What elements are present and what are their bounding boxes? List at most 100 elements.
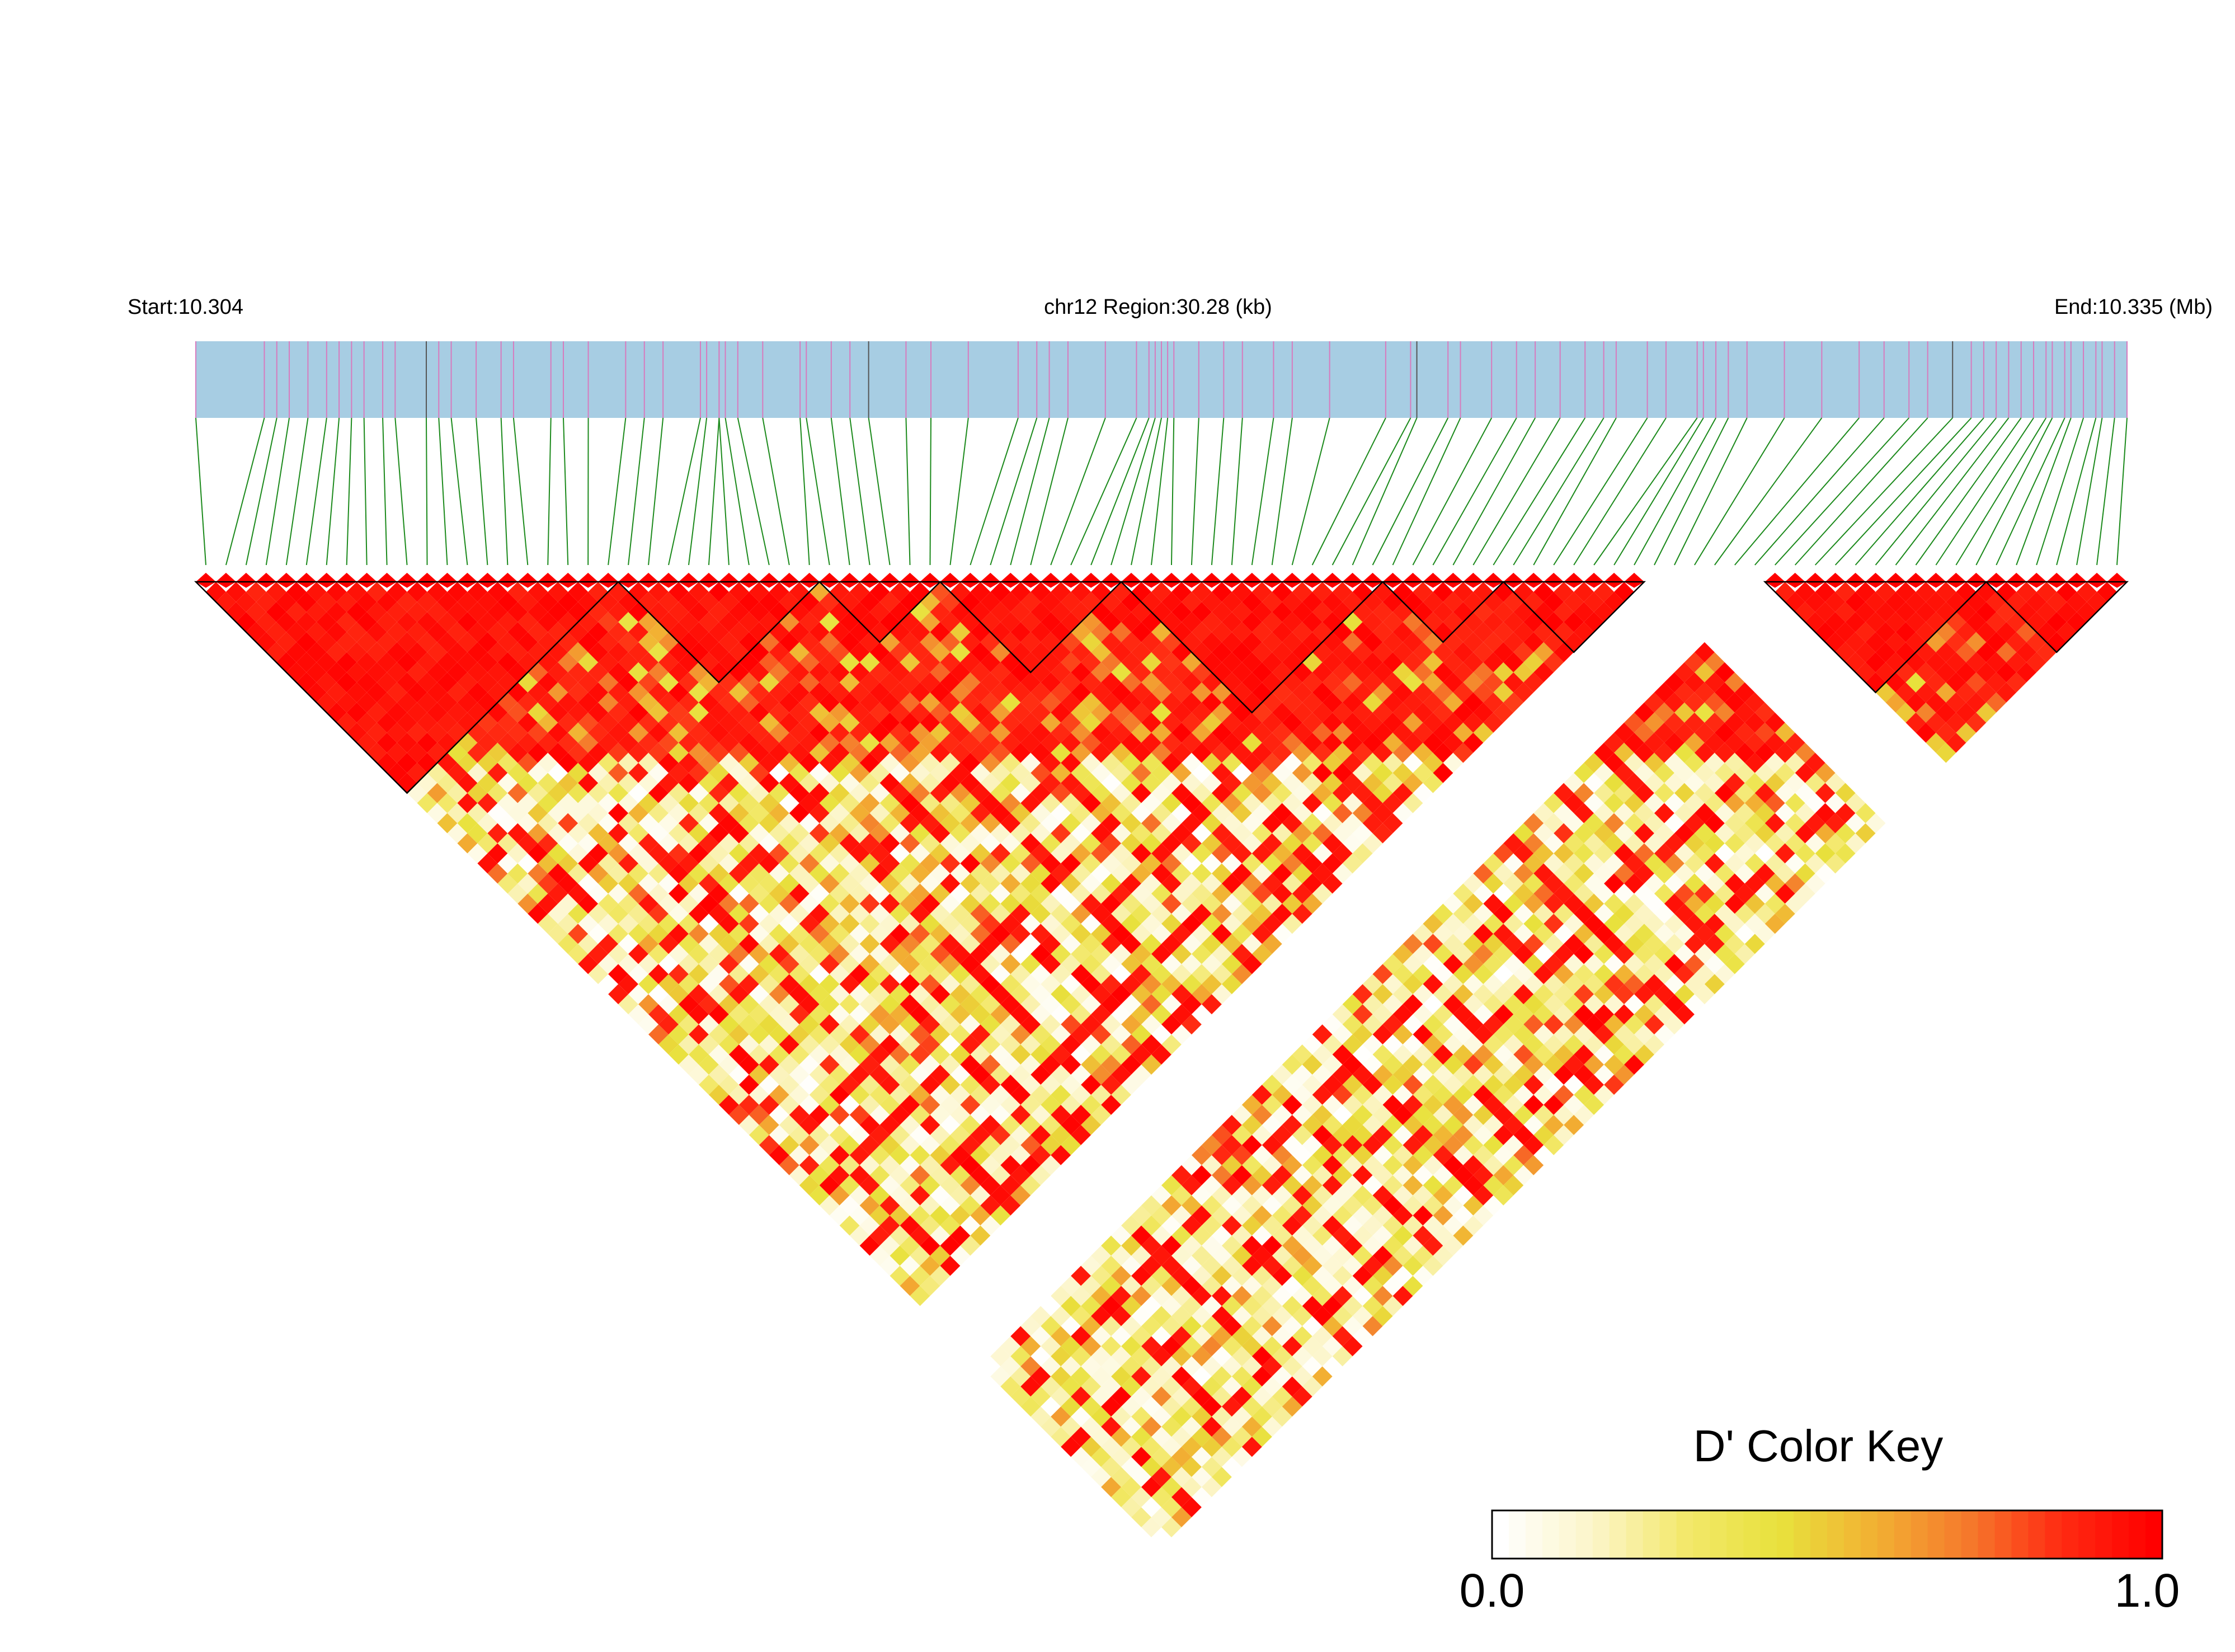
ld-cell <box>1091 1265 1112 1286</box>
ld-cell <box>1231 763 1252 783</box>
ld-cell <box>688 843 709 864</box>
ld-cell <box>849 883 870 904</box>
ld-cell <box>658 732 679 753</box>
ld-cell <box>1081 1376 1102 1397</box>
ld-cell <box>1292 1265 1312 1286</box>
ld-cell <box>940 1074 961 1095</box>
ld-cell <box>1272 1326 1292 1347</box>
ld-cell <box>1564 1114 1584 1135</box>
ld-cell <box>487 803 508 823</box>
ld-cell <box>1241 1296 1262 1316</box>
ld-cell <box>2087 591 2107 612</box>
ld-cell <box>849 823 870 844</box>
ld-cell <box>1020 873 1041 894</box>
ld-cell <box>1714 964 1735 985</box>
ld-cell <box>708 722 729 743</box>
ld-cell <box>1654 883 1674 904</box>
ld-cell <box>638 732 659 753</box>
ld-cell <box>336 591 357 612</box>
ld-cell <box>1372 1306 1393 1326</box>
ld-cell <box>1231 582 1252 602</box>
ld-cell <box>1151 1527 1171 1547</box>
snp-marker <box>1221 572 1242 588</box>
ld-cell <box>688 722 709 743</box>
haplotype-block <box>1502 581 1646 653</box>
ld-cell <box>306 582 327 602</box>
color-key-segment <box>1877 1510 1895 1559</box>
ld-cell <box>598 914 619 934</box>
ld-cell <box>1221 974 1242 995</box>
ld-cell <box>809 903 830 924</box>
ld-cell <box>1081 813 1102 834</box>
ld-cell <box>377 692 397 713</box>
ld-cell <box>809 702 830 723</box>
ld-cell <box>809 682 830 703</box>
ld-cell <box>1362 1034 1383 1055</box>
ld-cell <box>900 1215 920 1236</box>
ld-cell <box>849 783 870 803</box>
ld-cell <box>839 813 860 834</box>
ld-cell <box>467 601 488 622</box>
ld-cell <box>1594 763 1615 783</box>
ld-cell <box>669 1044 689 1065</box>
snp-connector <box>1593 417 1698 566</box>
ld-cell <box>638 813 659 834</box>
ld-cell <box>1352 1124 1373 1145</box>
ld-cell <box>759 773 779 793</box>
ld-cell <box>1654 803 1674 823</box>
ld-cell <box>1000 1356 1021 1377</box>
ld-cell <box>1332 702 1353 723</box>
ld-cell <box>1231 1427 1252 1447</box>
ld-cell <box>397 732 417 753</box>
ld-cell <box>387 642 407 662</box>
ld-cell <box>1322 1155 1343 1175</box>
ld-cell <box>417 672 437 693</box>
ld-cell <box>346 601 367 622</box>
ld-cell <box>809 924 830 944</box>
ld-cell <box>1312 601 1333 622</box>
ld-cell <box>1181 1255 1202 1276</box>
ld-cell <box>688 763 709 783</box>
ld-cell <box>759 672 779 693</box>
ld-cell <box>1051 742 1071 763</box>
ld-cell <box>779 672 799 693</box>
ld-cell <box>1302 1034 1323 1055</box>
ld-cell <box>1111 1306 1132 1326</box>
ld-cell <box>447 601 468 622</box>
ld-cell <box>1041 692 1061 713</box>
ld-cell <box>528 601 548 622</box>
ld-cell <box>698 974 719 995</box>
ld-cell <box>1061 1376 1081 1397</box>
ld-cell <box>1413 1004 1433 1025</box>
ld-cell <box>1282 1396 1302 1417</box>
ld-cell <box>1322 773 1343 793</box>
ld-cell <box>658 994 679 1015</box>
ld-cell <box>1352 582 1373 602</box>
ld-cell <box>1121 853 1142 874</box>
ld-cell <box>628 722 649 743</box>
ld-cell <box>1453 702 1474 723</box>
ld-cell <box>1382 793 1403 813</box>
snp-marker <box>1483 572 1504 588</box>
ld-cell <box>900 994 920 1015</box>
ld-cell <box>950 1205 971 1226</box>
ld-cell <box>1171 1487 1192 1508</box>
ld-cell <box>1141 793 1161 813</box>
ld-cell <box>1443 994 1464 1015</box>
ld-cell <box>1413 1265 1433 1286</box>
ld-cell <box>578 893 599 914</box>
ld-cell <box>578 954 599 975</box>
ld-cell <box>608 944 629 964</box>
ld-cell <box>879 813 900 834</box>
ld-cell <box>839 1215 860 1236</box>
ld-cell <box>658 1034 679 1055</box>
ld-cell <box>1342 1336 1363 1357</box>
ld-cell <box>1282 1235 1302 1256</box>
ld-cell <box>940 732 961 753</box>
ld-cell <box>538 611 558 632</box>
ld-cell <box>829 964 850 985</box>
ld-cell <box>749 964 769 985</box>
ld-cell <box>1020 712 1041 733</box>
ld-cell <box>960 773 981 793</box>
color-key-segment <box>1525 1510 1543 1559</box>
